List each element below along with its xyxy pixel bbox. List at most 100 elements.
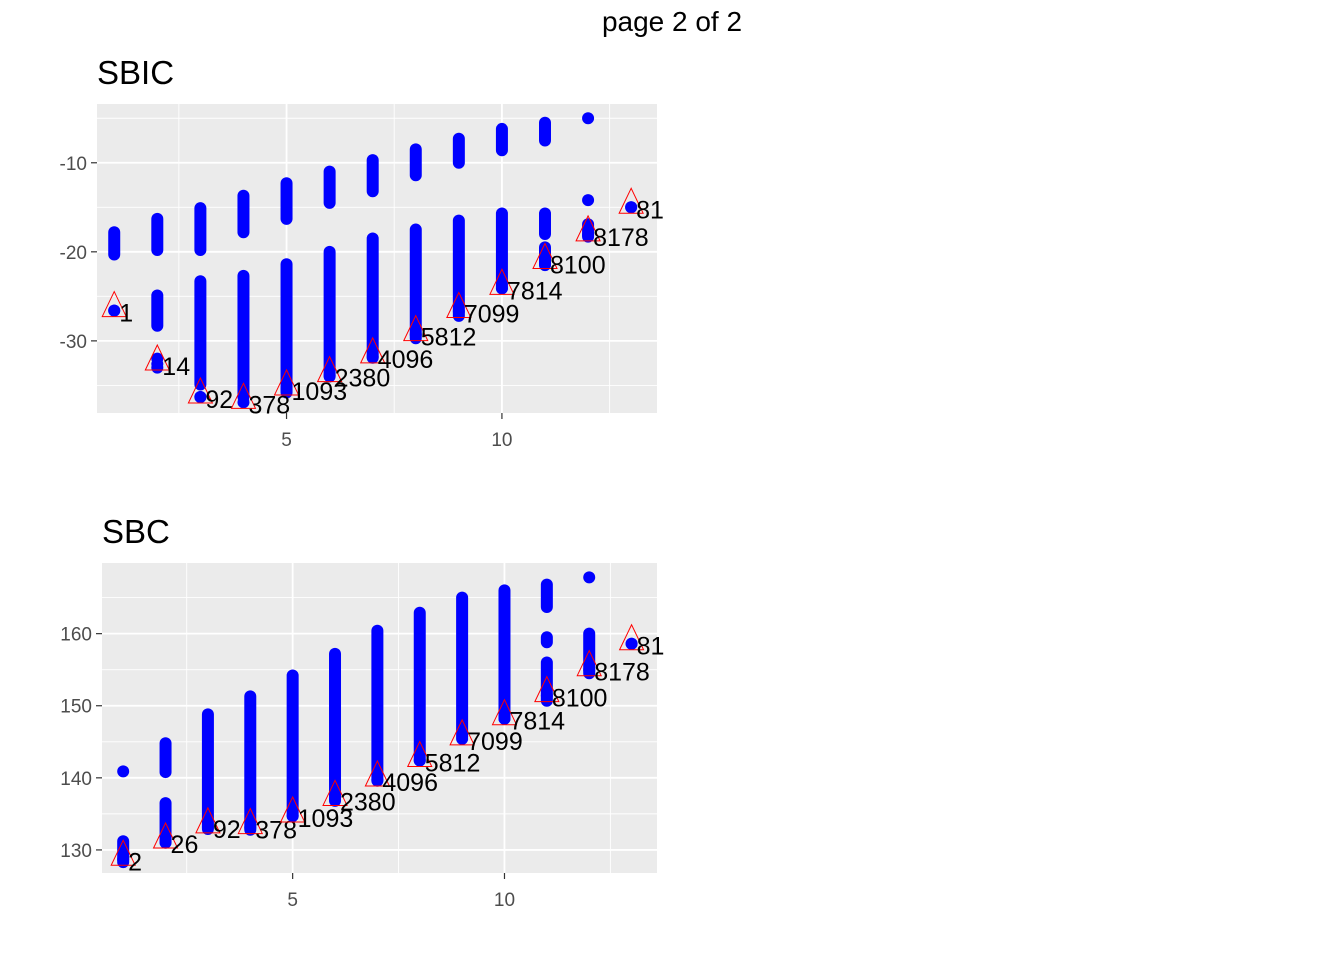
sbc-point-stack <box>329 647 342 807</box>
sbic-point-stack <box>237 189 250 239</box>
sbic-point-stack <box>151 212 164 257</box>
sbic-best-point <box>625 201 638 214</box>
sbic-point-stack <box>366 154 379 198</box>
sbc-point-label: 26 <box>171 831 199 859</box>
sbic-point-label: 81 <box>636 196 664 224</box>
sbic-point-label: 2380 <box>335 365 391 393</box>
sbic-point-label: 7814 <box>507 277 563 305</box>
sbic-point-label: 1 <box>119 300 133 328</box>
sbic-best-point <box>366 350 379 363</box>
page-title: page 2 of 2 <box>601 6 743 37</box>
sbc-point-label: 5812 <box>425 750 481 778</box>
sbic-highlight-triangle <box>359 336 386 364</box>
sbic-point-label: 7099 <box>464 300 520 328</box>
sbc-point-label: 7099 <box>467 728 523 756</box>
sbic-point-stack <box>452 132 465 169</box>
sbic-point-label: 92 <box>205 386 233 414</box>
sbc-highlight-triangle <box>110 839 136 866</box>
sbc-highlight-triangle <box>195 806 221 834</box>
sbc-point-stack <box>286 669 299 823</box>
sbc-highlight-triangle <box>152 821 179 849</box>
sbic-x-tick-label: 5 <box>281 430 292 451</box>
sbic-point-label: 378 <box>248 391 290 419</box>
sbc-point-stack <box>456 591 469 743</box>
sbc-point-label: 1093 <box>298 805 354 833</box>
sbic-point <box>582 112 595 125</box>
sbic-point-stack <box>280 258 293 399</box>
sbic-y-tick-label: -30 <box>60 332 87 353</box>
sbc-point-label: 81 <box>637 633 665 661</box>
sbc-x-tick-label: 5 <box>287 890 298 911</box>
sbc-point-label: 92 <box>213 816 241 844</box>
sbic-best-point <box>151 358 164 371</box>
sbc-best-point <box>413 754 426 767</box>
sbic-point-stack <box>151 289 164 332</box>
sbc-best-point <box>540 689 553 702</box>
sbc-point-stack <box>244 690 257 836</box>
sbic-highlight-triangle <box>618 187 644 214</box>
sbc-highlight-triangle <box>576 649 603 677</box>
sbic-highlight-triangle <box>101 290 128 318</box>
sbc-best-point <box>371 774 384 786</box>
sbic-point-stack <box>452 214 465 322</box>
sbc-point-stack <box>413 606 426 767</box>
sbc-point <box>117 765 130 778</box>
sbic-point-stack <box>323 165 336 209</box>
sbc-point-stack <box>159 737 172 779</box>
sbc-y-tick-label: 150 <box>60 697 92 718</box>
sbic-point-stack <box>366 232 379 364</box>
sbic-point-stack <box>108 226 121 261</box>
sbic-point-label: 5812 <box>421 324 477 352</box>
sbic-best-point <box>495 282 508 295</box>
sbic-y-tick-label: -20 <box>60 243 87 264</box>
sbic-point-stack <box>323 245 336 383</box>
sbic-point-label: 4096 <box>378 346 434 374</box>
sbic-best-point <box>539 256 551 269</box>
sbic-highlight-triangle <box>230 382 257 409</box>
sbic-best-point <box>452 305 465 318</box>
sbc-highlight-triangle <box>449 718 475 746</box>
sbic-point-label: 8100 <box>550 252 606 280</box>
sbic-highlight-triangle <box>402 314 429 342</box>
sbc-highlight-triangle <box>618 623 645 651</box>
sbic-point-stack <box>280 177 293 225</box>
sbc-best-point <box>329 793 342 806</box>
sbc-best-point <box>117 853 130 866</box>
sbc-best-point <box>201 820 214 833</box>
sbic-point-label: 8178 <box>593 224 649 252</box>
sbc-highlight-triangle <box>406 740 433 768</box>
sbic-best-point <box>237 396 250 409</box>
sbc-point-label: 8100 <box>552 685 608 713</box>
sbic-point-label: 14 <box>162 353 190 381</box>
sbic-point-stack <box>495 207 508 295</box>
sbic-highlight-triangle <box>187 376 214 404</box>
sbic-highlight-triangle <box>489 268 515 295</box>
sbic-point-stack <box>539 116 551 147</box>
sbic-chart-title: SBIC <box>97 54 175 91</box>
sbc-point-label: 2380 <box>340 788 396 816</box>
sbic-best-point <box>280 382 293 395</box>
sbic-highlight-triangle <box>144 343 171 371</box>
sbc-point-label: 2 <box>128 848 142 876</box>
sbic-point-stack <box>194 275 207 391</box>
sbic-highlight-triangle <box>316 355 343 383</box>
sbc-best-point <box>498 712 511 725</box>
sbc-best-point <box>456 732 469 745</box>
sbc-point-stack <box>540 631 553 649</box>
sbc-highlight-triangle <box>534 675 560 703</box>
sbic-point-stack <box>194 202 207 257</box>
sbc-y-tick-label: 130 <box>60 841 92 862</box>
sbic-highlight-triangle <box>273 368 300 396</box>
sbic-x-tick-label: 10 <box>491 430 512 451</box>
sbic-highlight-triangle <box>532 242 558 270</box>
sbc-point-stack <box>371 624 384 787</box>
sbic-best-point <box>194 390 207 403</box>
sbc-best-point <box>583 663 596 676</box>
sbic-y-tick-label: -10 <box>60 154 87 175</box>
sbc-highlight-triangle <box>322 779 348 806</box>
sbic-point-stack <box>539 207 551 241</box>
sbic-best-point <box>108 304 121 317</box>
sbc-best-point <box>244 821 257 834</box>
sbc-best-point <box>286 810 299 823</box>
